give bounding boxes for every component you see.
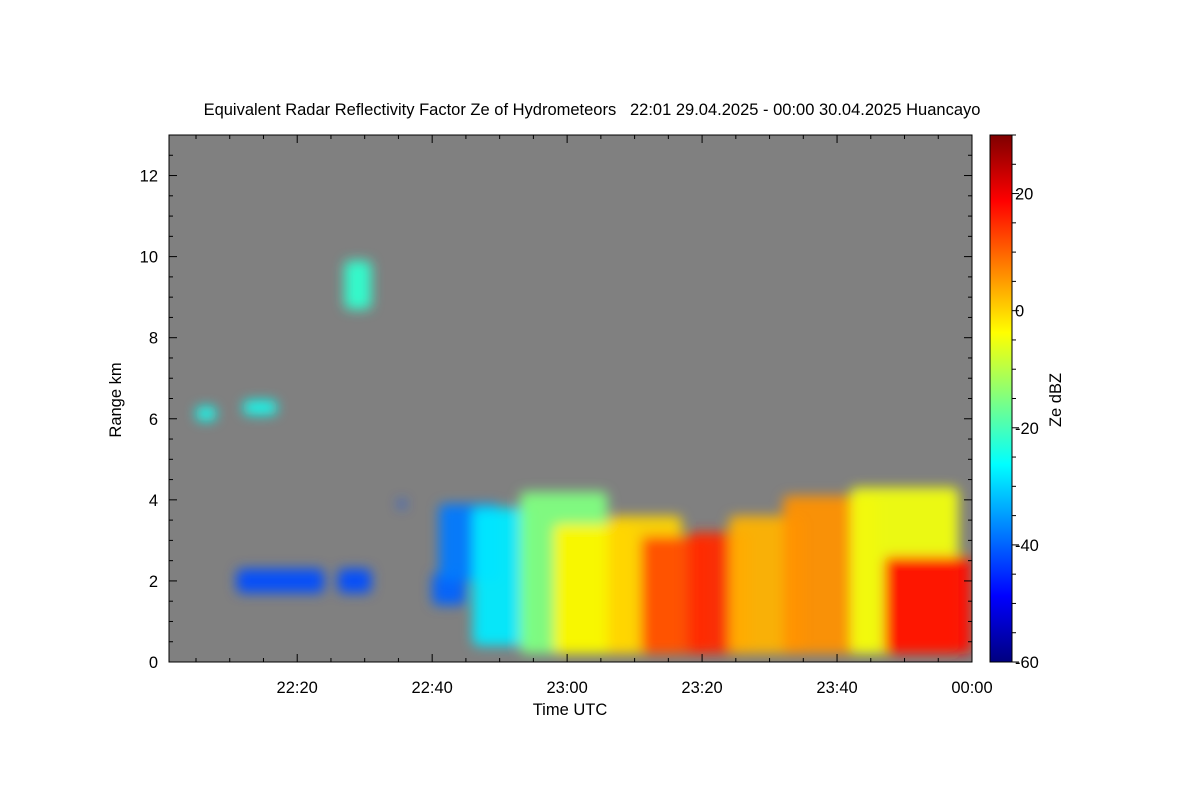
chart-title: Equivalent Radar Reflectivity Factor Ze … — [204, 101, 981, 119]
colorbar-tick-label: -40 — [1015, 537, 1039, 555]
colorbar-tick-label: 0 — [1015, 303, 1024, 321]
colorbar-tick-label: -60 — [1015, 654, 1039, 672]
colorbar-tick-label: 20 — [1015, 186, 1033, 204]
colorbar-tick-label: -20 — [1015, 420, 1039, 438]
y-tick-label: 10 — [140, 249, 158, 267]
x-tick-label: 23:20 — [681, 679, 722, 697]
x-tick-label: 23:00 — [546, 679, 587, 697]
x-axis-label: Time UTC — [533, 701, 608, 719]
echo-region — [344, 260, 372, 310]
colorbar-axis: 20 0 -20 -40 -60 — [1012, 134, 1039, 672]
y-tick-label: 6 — [149, 411, 158, 429]
echo-region — [472, 507, 534, 646]
x-tick-label: 00:00 — [951, 679, 992, 697]
colorbar — [989, 134, 1013, 663]
y-tick-label: 0 — [149, 654, 158, 672]
echo-layer — [195, 260, 972, 654]
y-axis: 0 2 4 6 8 10 12 — [140, 134, 972, 672]
x-tick-label: 22:40 — [412, 679, 453, 697]
echo-region — [398, 499, 406, 508]
y-tick-label: 8 — [149, 330, 158, 348]
y-tick-label: 12 — [140, 168, 158, 186]
echo-region — [195, 406, 217, 421]
y-tick-label: 2 — [149, 573, 158, 591]
x-tick-label: 23:40 — [816, 679, 857, 697]
echo-region — [236, 568, 325, 594]
colorbar-label: Ze dBZ — [1047, 373, 1065, 427]
y-tick-label: 4 — [149, 492, 158, 510]
echo-region — [243, 400, 277, 415]
x-tick-label: 22:20 — [277, 679, 318, 697]
echo-region — [884, 556, 972, 654]
x-axis: 22:20 22:40 23:00 23:20 23:40 00:00 — [195, 135, 993, 697]
y-axis-label: Range km — [107, 362, 125, 437]
echo-region — [337, 568, 372, 594]
